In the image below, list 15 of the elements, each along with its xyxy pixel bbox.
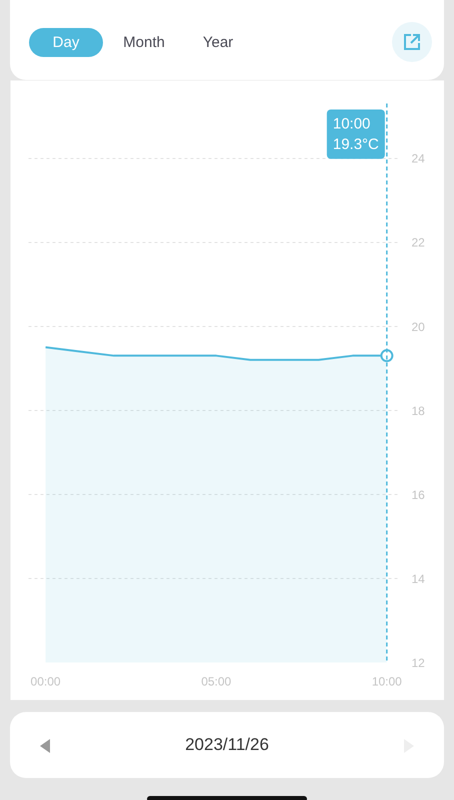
ref-line-label: 10:00 19.3°C [332, 116, 380, 153]
x-tick-label: 05:00 [201, 674, 232, 688]
text: 2023/11/26 [10, 712, 444, 778]
y-tick-label: 14 [412, 572, 426, 586]
text: Year [202, 33, 234, 53]
text: Day [29, 28, 103, 57]
x-tick-label: 00:00 [30, 674, 61, 688]
text: Month [122, 33, 166, 53]
y-tick-label: 24 [412, 152, 426, 166]
y-tick-label: 12 [412, 656, 426, 670]
y-tick-label: 16 [412, 488, 426, 502]
y-tick-label: 18 [412, 404, 426, 418]
x-tick-label: 10:00 [372, 674, 402, 688]
y-tick-label: 20 [412, 320, 426, 334]
y-tick-label: 22 [412, 236, 426, 250]
